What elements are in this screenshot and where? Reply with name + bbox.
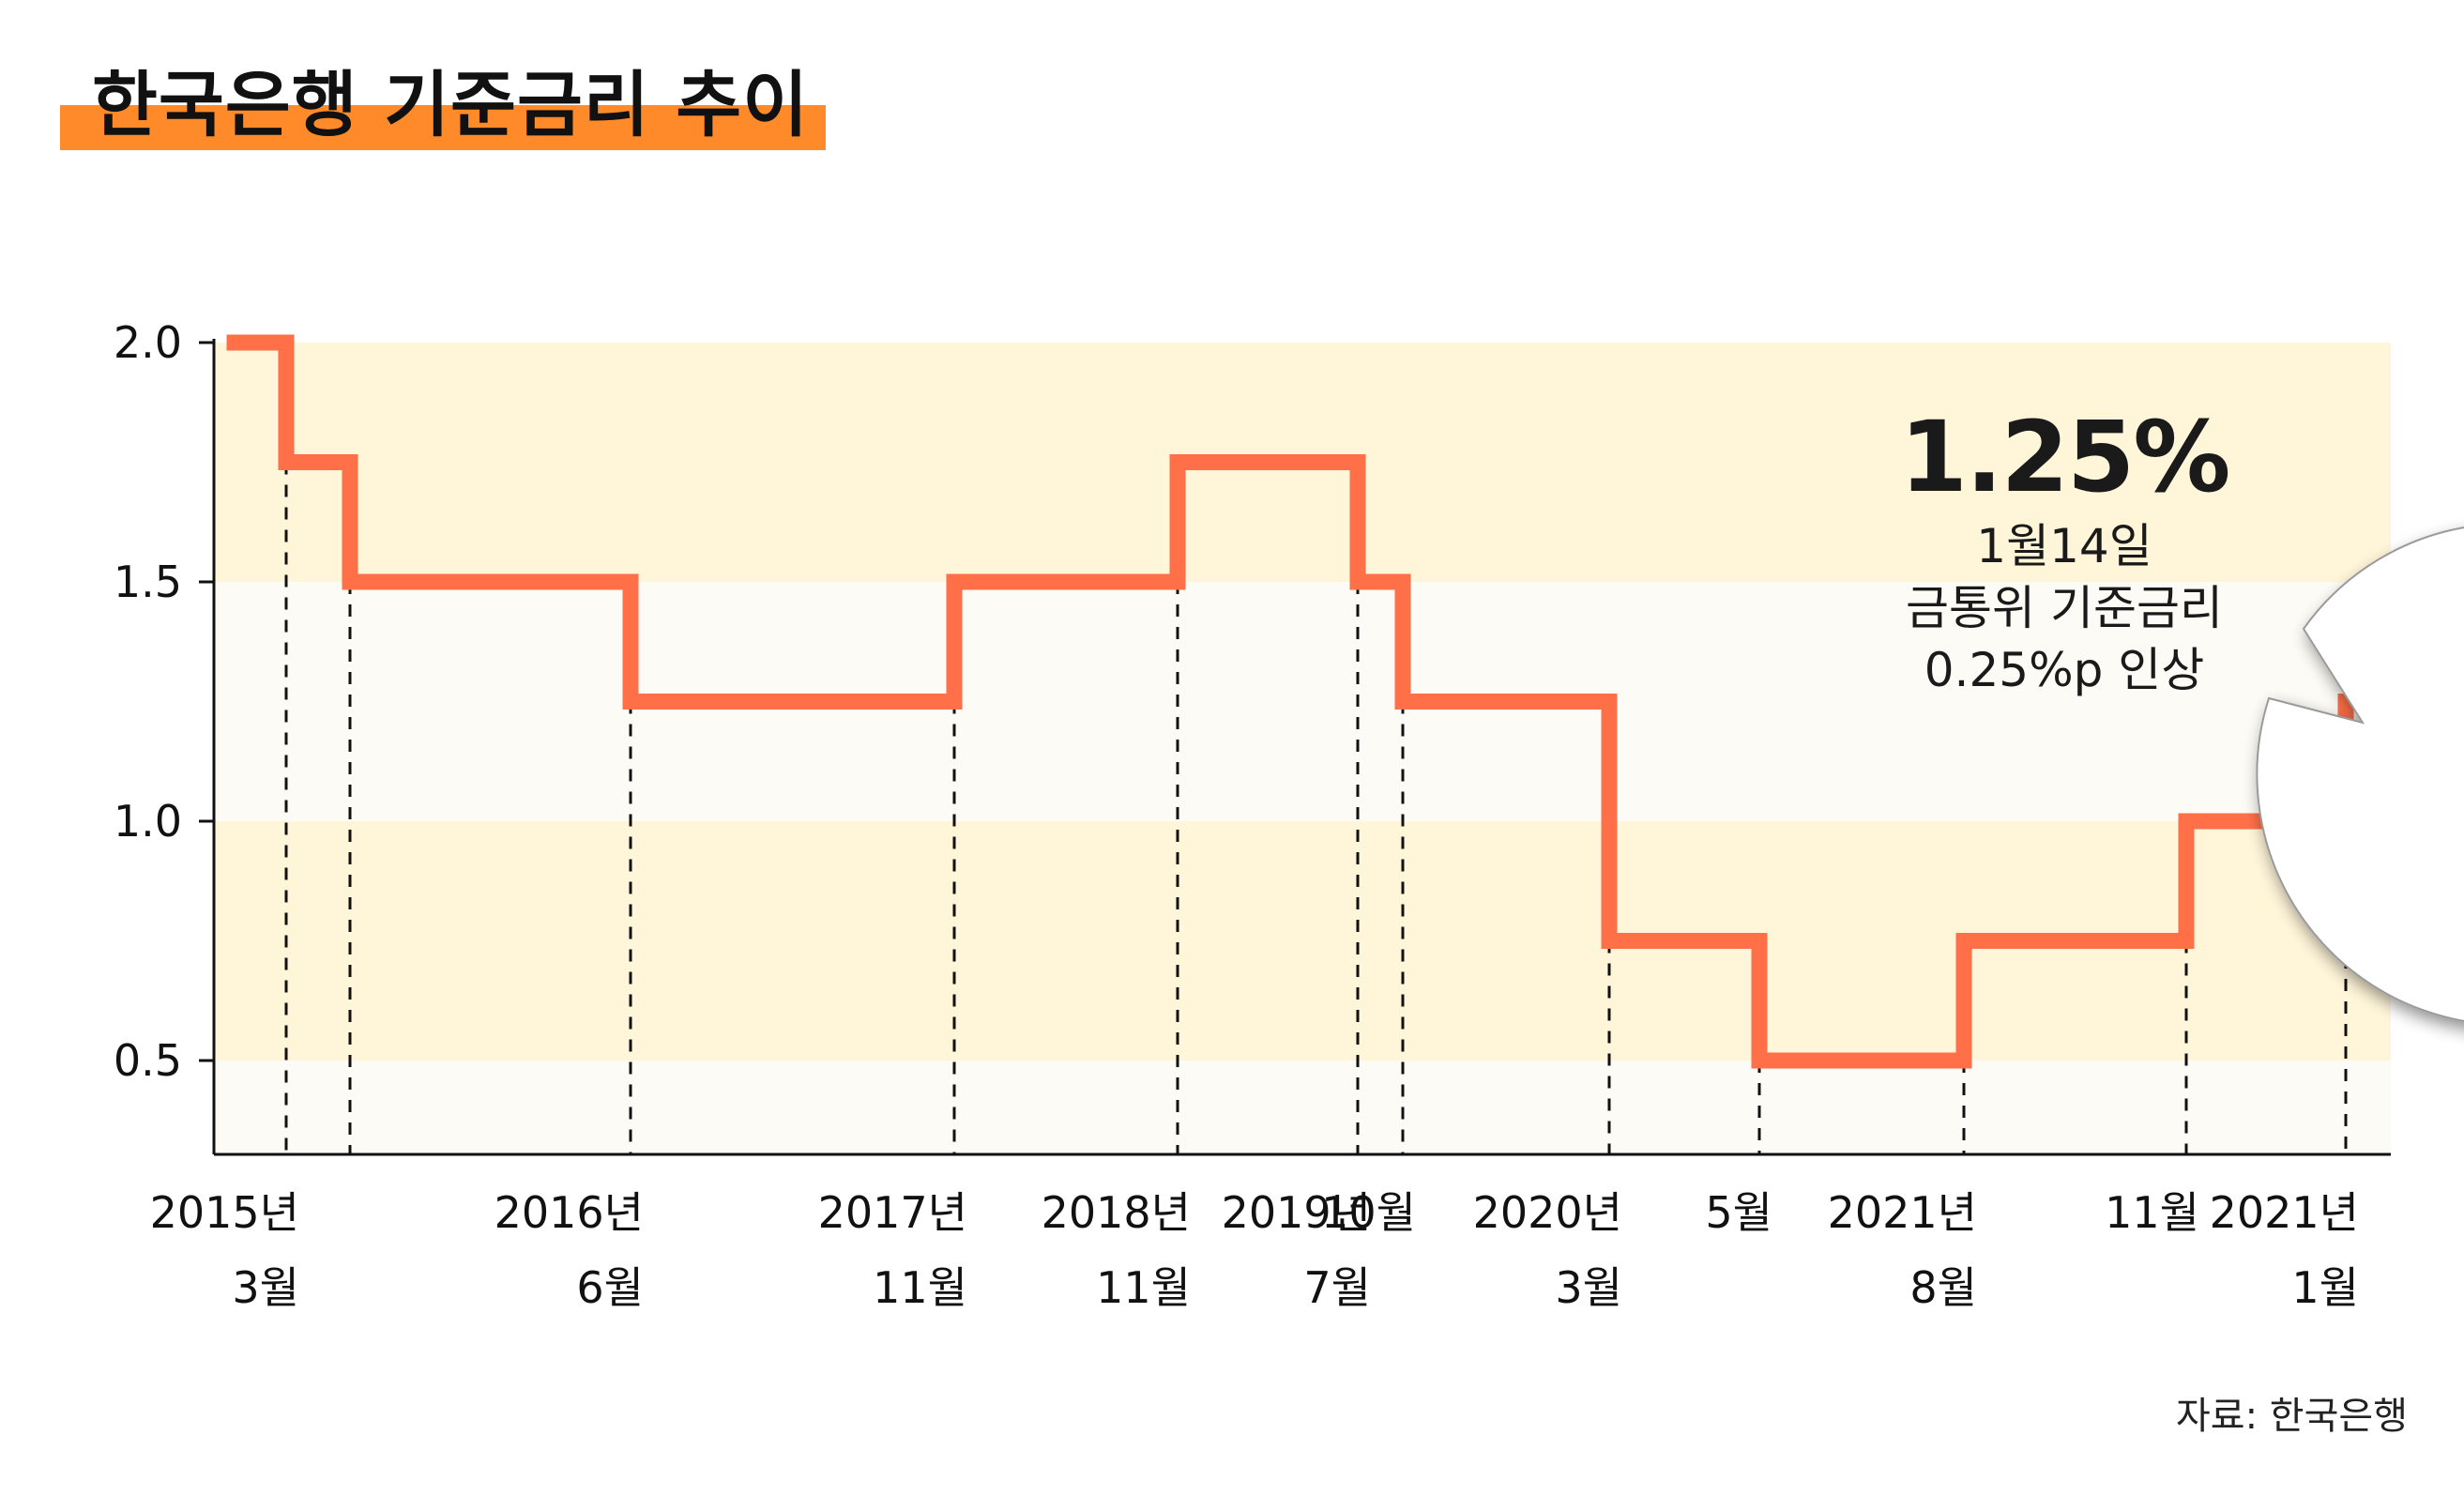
- x-label-line2: 8월: [1909, 1262, 1977, 1313]
- rate-series: [226, 334, 2354, 1069]
- x-label-line2: 3월: [1555, 1262, 1622, 1313]
- x-label-line1: 11월: [2105, 1187, 2199, 1238]
- x-label-line2: 1월: [2291, 1262, 2359, 1313]
- x-label-line2: 11월: [1096, 1262, 1191, 1313]
- callout-date: 1월14일: [1976, 519, 2152, 573]
- callout-text: 1.25% 1월14일 금통위 기준금리 0.25%p 인상: [1811, 399, 2318, 701]
- callout-bubble: [2256, 527, 2464, 1022]
- x-label-line1: 10월: [1321, 1187, 1416, 1238]
- x-label-line1: 2021년: [1828, 1187, 1977, 1238]
- title-highlight-bar: [60, 105, 826, 150]
- x-label: 5월: [1705, 1187, 1772, 1238]
- background-bands: [214, 343, 2391, 1154]
- x-label-line2: 6월: [576, 1262, 644, 1313]
- source-note: 자료: 한국은행: [2176, 1395, 2408, 1438]
- x-label: 2019년 7월: [1222, 1187, 1371, 1313]
- chart-title: 한국은행 기준금리 추이: [92, 63, 810, 146]
- x-label: 11월: [2105, 1187, 2199, 1238]
- x-label: 2021년 8월: [1828, 1187, 1977, 1313]
- x-label: 2021년 1월: [2210, 1187, 2359, 1313]
- background-band: [214, 1061, 2391, 1154]
- callout-value: 1.25%: [1899, 400, 2231, 514]
- callout-desc: 금통위 기준금리: [1906, 581, 2223, 635]
- guide-lines: [284, 462, 2348, 1154]
- x-label-line1: 2020년: [1473, 1187, 1622, 1238]
- x-label: 2015년 3월: [150, 1187, 299, 1313]
- x-label-line1: 2016년: [494, 1187, 644, 1238]
- x-label-line1: 2015년: [150, 1187, 299, 1238]
- x-label-line1: 2019년: [1222, 1187, 1371, 1238]
- x-label: 2016년 6월: [494, 1187, 644, 1313]
- x-label-line1: 5월: [1705, 1187, 1772, 1238]
- x-label-line2: 7월: [1303, 1262, 1371, 1313]
- callout-shape: [2256, 527, 2464, 1022]
- x-label: 2018년 11월: [1042, 1187, 1191, 1313]
- x-label-line1: 2017년: [818, 1187, 967, 1238]
- x-label-line1: 2021년: [2210, 1187, 2359, 1238]
- callout-change: 0.25%p 인상: [1924, 643, 2205, 697]
- x-axis-labels: 2015년 3월 2016년 6월 2017년 11월 2018년 11월 2019년 7월 10월…: [150, 1187, 2359, 1313]
- x-label-line2: 11월: [873, 1262, 967, 1313]
- rate-step-line: [226, 334, 2354, 1069]
- y-tick-label: 2.0: [114, 317, 182, 368]
- background-band: [214, 582, 2391, 821]
- x-label-line2: 3월: [232, 1262, 299, 1313]
- y-tick-label: 1.5: [114, 557, 182, 607]
- y-tick-label: 0.5: [114, 1035, 182, 1086]
- x-label: 2017년 11월: [818, 1187, 967, 1313]
- x-label: 2020년 3월: [1473, 1187, 1622, 1313]
- x-label: 10월: [1321, 1187, 1416, 1238]
- y-axis-ticks: 2.0 1.5 1.0 0.5: [114, 317, 214, 1086]
- x-label-line1: 2018년: [1042, 1187, 1191, 1238]
- axes: [212, 339, 2391, 1156]
- y-tick-label: 1.0: [114, 796, 182, 847]
